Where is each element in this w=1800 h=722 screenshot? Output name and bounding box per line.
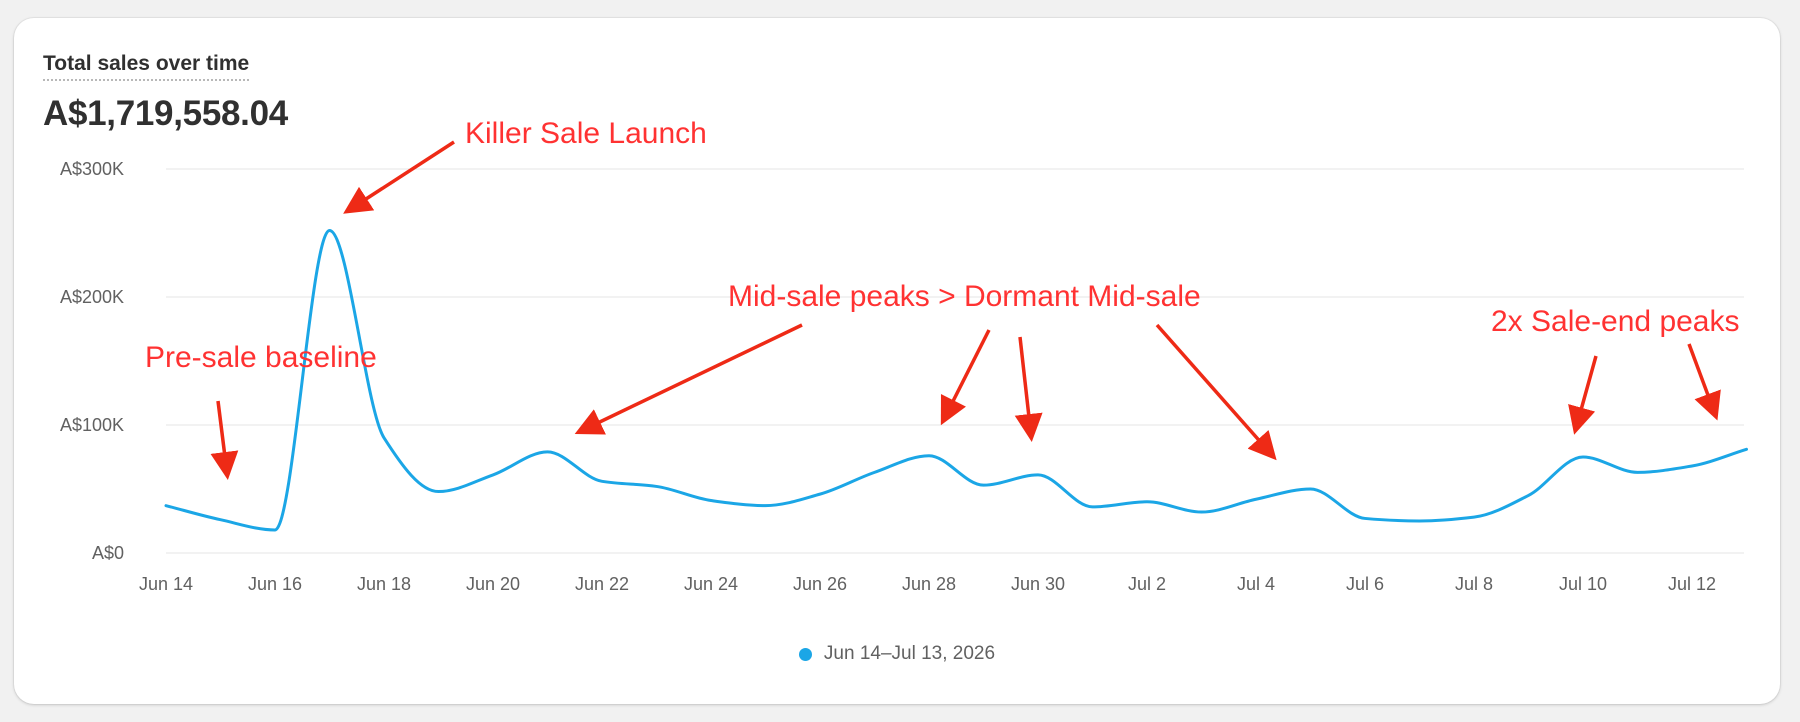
legend-label: Jun 14–Jul 13, 2026 xyxy=(823,643,996,664)
line-chart: A$0 A$100K A$200K A$300K Jun 14 Jun 16 Jun 18… xyxy=(60,117,1748,594)
y-tick-label: A$100K xyxy=(60,415,124,435)
x-tick-label: Jun 18 xyxy=(357,574,411,594)
y-tick-label: A$300K xyxy=(60,159,124,179)
annotation-arrow xyxy=(940,329,991,426)
x-tick-label: Jun 24 xyxy=(684,574,738,594)
x-tick-label: Jul 10 xyxy=(1559,574,1607,594)
annotation-label: 2x Sale-end peaks xyxy=(1491,305,1740,338)
x-tick-label: Jun 20 xyxy=(466,574,520,594)
x-tick-label: Jun 14 xyxy=(139,574,193,594)
y-axis: A$0 A$100K A$200K A$300K xyxy=(60,159,124,563)
y-tick-label: A$200K xyxy=(60,287,124,307)
x-tick-label: Jul 12 xyxy=(1668,574,1716,594)
chart-title[interactable]: Total sales over time xyxy=(43,52,250,81)
x-tick-label: Jul 6 xyxy=(1346,574,1384,594)
total-sales-value: A$1,719,558.04 xyxy=(43,94,288,133)
x-axis: Jun 14 Jun 16 Jun 18 Jun 20 Jun 22 Jun 24 Jun … xyxy=(139,574,1716,594)
x-tick-label: Jun 26 xyxy=(793,574,847,594)
y-tick-label: A$0 xyxy=(92,543,124,563)
x-tick-label: Jun 22 xyxy=(575,574,629,594)
annotation-arrow xyxy=(1014,336,1043,442)
annotations: Killer Sale Launch Pre-sale baseline Mid-s… xyxy=(145,117,1740,480)
legend-dot-icon xyxy=(798,647,812,661)
chart-legend[interactable]: Jun 14–Jul 13, 2026 xyxy=(14,643,1780,665)
x-tick-label: Jun 28 xyxy=(902,574,956,594)
grid-lines xyxy=(166,168,1744,554)
x-tick-label: Jul 2 xyxy=(1128,574,1166,594)
annotation-arrow xyxy=(574,323,803,435)
series-layer xyxy=(164,228,1748,532)
annotation-label: Killer Sale Launch xyxy=(465,117,707,150)
x-tick-label: Jun 16 xyxy=(248,574,302,594)
annotation-arrow xyxy=(1568,355,1598,435)
annotation-label: Pre-sale baseline xyxy=(145,341,377,374)
annotation-arrow xyxy=(1687,343,1721,421)
x-tick-label: Jun 30 xyxy=(1011,574,1065,594)
x-tick-label: Jul 8 xyxy=(1455,574,1493,594)
annotation-arrow xyxy=(1155,323,1277,461)
series-line xyxy=(164,228,1748,532)
annotation-arrow xyxy=(343,140,455,214)
sales-chart-card: Total sales over time A$1,719,558.04 A$0… xyxy=(14,18,1780,704)
annotation-arrow xyxy=(210,400,239,480)
annotation-label: Mid-sale peaks > Dormant Mid-sale xyxy=(728,280,1201,313)
x-tick-label: Jul 4 xyxy=(1237,574,1275,594)
